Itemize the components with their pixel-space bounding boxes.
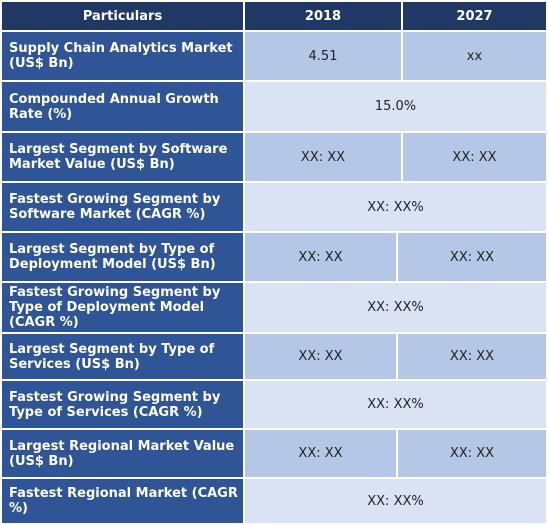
header-2027: 2027 <box>403 2 546 30</box>
header-particulars: Particulars <box>2 2 243 30</box>
row-label: Fastest Growing Segment by Type of Deplo… <box>2 283 243 332</box>
row-label: Largest Segment by Software Market Value… <box>2 133 243 181</box>
header-2018: 2018 <box>245 2 401 30</box>
row-value-merged: XX: XX% <box>245 381 546 428</box>
row-label: Supply Chain Analytics Market (US$ Bn) <box>2 32 243 80</box>
row-value-merged: XX: XX% <box>245 479 546 523</box>
row-value-2018: XX: XX <box>245 233 396 281</box>
row-value-2027: XX: XX <box>403 133 546 181</box>
row-value-2027: xx <box>403 32 546 80</box>
row-label: Compounded Annual Growth Rate (%) <box>2 82 243 131</box>
row-value-2018: XX: XX <box>245 133 401 181</box>
row-label: Fastest Regional Market (CAGR %) <box>2 479 243 523</box>
row-value-merged: XX: XX% <box>245 283 546 332</box>
row-label: Largest Regional Market Value (US$ Bn) <box>2 430 243 477</box>
row-value-2018: XX: XX <box>245 334 396 379</box>
row-value-2027: XX: XX <box>398 334 546 379</box>
row-label: Largest Segment by Type of Services (US$… <box>2 334 243 379</box>
row-value-2018: XX: XX <box>245 430 396 477</box>
row-value-2027: XX: XX <box>398 430 546 477</box>
row-label: Fastest Growing Segment by Type of Servi… <box>2 381 243 428</box>
row-label: Largest Segment by Type of Deployment Mo… <box>2 233 243 281</box>
row-value-merged: XX: XX% <box>245 183 546 231</box>
row-value-merged: 15.0% <box>245 82 546 131</box>
row-label: Fastest Growing Segment by Software Mark… <box>2 183 243 231</box>
row-value-2027: XX: XX <box>398 233 546 281</box>
row-value-2018: 4.51 <box>245 32 401 80</box>
